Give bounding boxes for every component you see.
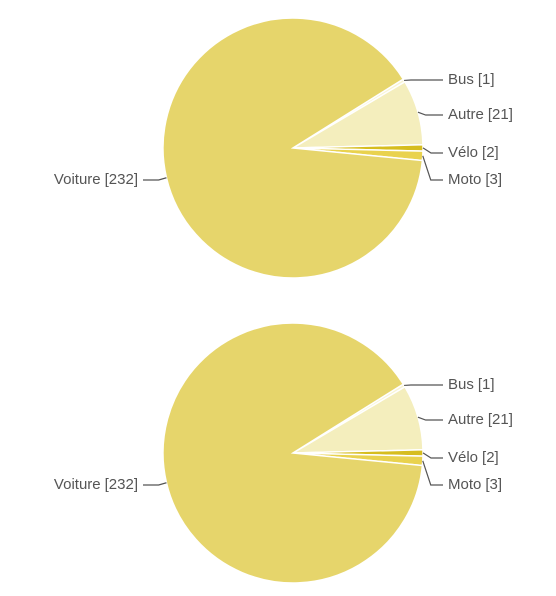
slice-label: Moto [3] [448,171,502,188]
slice-value: [1] [478,376,495,393]
slice-name: Bus [448,71,474,88]
slice-label: Bus [1] [448,376,495,393]
slice-name: Voiture [54,171,101,188]
pie-chart: Bus [1]Autre [21]Vélo [2]Moto [3]Voiture [232… [54,17,513,279]
slice-label: Voiture [232] [54,171,138,188]
pie-chart: Bus [1]Autre [21]Vélo [2]Moto [3]Voiture [232… [54,322,513,584]
slice-name: Bus [448,376,474,393]
leader-line [417,416,443,421]
slice-name: Voiture [54,476,101,493]
slice-value: [2] [482,449,499,466]
leader-line [422,460,443,486]
slice-name: Autre [448,106,484,123]
slice-name: Moto [448,476,481,493]
leader-line [417,111,443,116]
slice-value: [232] [105,171,138,188]
leader-line [422,155,443,181]
slice-value: [21] [488,106,513,123]
slice-label: Autre [21] [448,106,513,123]
slice-name: Vélo [448,144,478,161]
slice-label: Autre [21] [448,411,513,428]
leader-line [422,452,443,459]
leader-line [143,177,167,181]
slice-name: Autre [448,411,484,428]
slice-value: [3] [485,476,502,493]
slice-value: [1] [478,71,495,88]
slice-label: Moto [3] [448,476,502,493]
slice-value: [3] [485,171,502,188]
slice-label: Vélo [2] [448,449,499,466]
slice-label: Vélo [2] [448,144,499,161]
slice-name: Vélo [448,449,478,466]
slice-name: Moto [448,171,481,188]
leader-line [143,482,167,486]
slice-value: [2] [482,144,499,161]
slice-value: [232] [105,476,138,493]
slice-value: [21] [488,411,513,428]
leader-line [422,147,443,154]
slice-label: Bus [1] [448,71,495,88]
slice-label: Voiture [232] [54,476,138,493]
